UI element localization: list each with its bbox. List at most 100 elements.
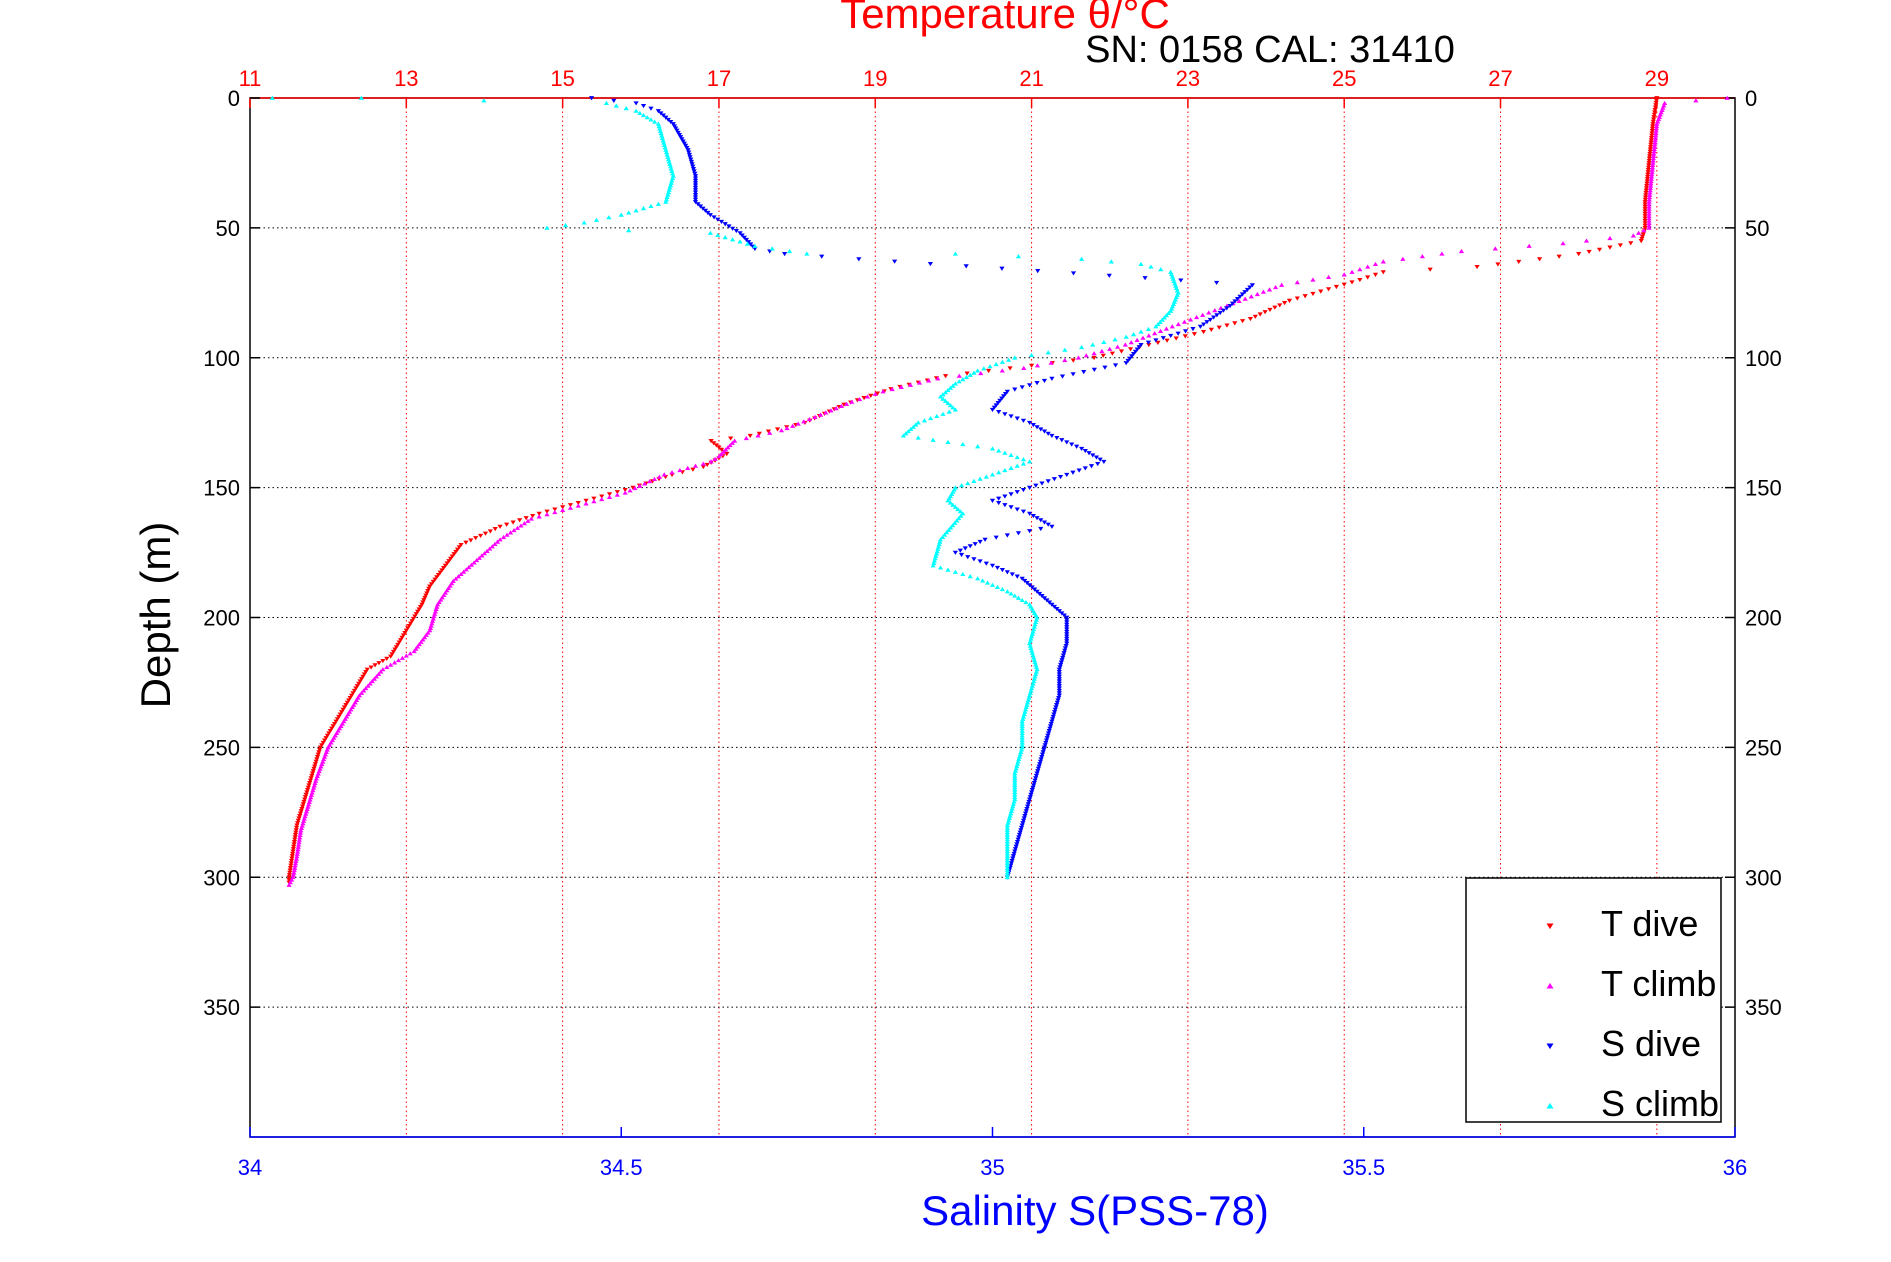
data-point	[960, 441, 966, 447]
data-point	[640, 112, 647, 118]
data-point	[1651, 115, 1657, 120]
data-point	[669, 470, 675, 475]
depth-tick-label: 200	[203, 606, 240, 631]
data-point	[674, 128, 680, 133]
data-point	[756, 431, 762, 436]
data-point	[1146, 333, 1152, 338]
x-axis-label: Salinity S(PSS-78)	[921, 1187, 1269, 1234]
data-point	[765, 429, 772, 434]
data-point	[685, 465, 691, 470]
data-point	[292, 865, 298, 870]
data-point	[421, 598, 427, 603]
data-point	[1148, 264, 1154, 269]
data-point	[410, 616, 417, 622]
data-point	[1014, 490, 1020, 495]
data-point	[1022, 811, 1029, 816]
data-point	[898, 384, 904, 390]
data-point	[692, 171, 698, 176]
data-point	[999, 266, 1005, 271]
data-point	[1247, 316, 1254, 322]
temperature-tick-label: 25	[1332, 66, 1356, 91]
data-point	[388, 662, 394, 667]
data-point	[1012, 796, 1018, 802]
data-point	[482, 531, 489, 536]
data-point	[371, 676, 377, 681]
data-point	[739, 233, 745, 238]
data-point	[544, 512, 550, 517]
data-point	[1038, 427, 1044, 432]
data-point	[743, 237, 750, 243]
data-point	[1029, 634, 1035, 639]
data-point	[431, 613, 437, 619]
data-point	[995, 401, 1001, 406]
data-point	[1017, 752, 1023, 757]
data-point	[975, 576, 981, 581]
data-point	[1647, 149, 1653, 154]
data-point	[1011, 851, 1017, 856]
temperature-tick-label: 13	[394, 66, 418, 91]
data-point	[1140, 335, 1146, 340]
data-point	[1012, 771, 1018, 776]
salinity-tick-label: 36	[1723, 1155, 1747, 1180]
data-point	[311, 783, 317, 788]
data-point	[1007, 366, 1013, 371]
data-point	[1041, 747, 1047, 753]
data-point	[441, 566, 447, 571]
data-point	[1029, 585, 1035, 590]
data-point	[1064, 627, 1070, 632]
data-point	[1005, 357, 1012, 362]
data-point	[784, 425, 790, 431]
data-point	[1014, 507, 1020, 512]
data-point	[1012, 785, 1018, 790]
data-point	[1653, 133, 1659, 138]
data-point	[1495, 262, 1501, 267]
data-point	[993, 535, 999, 540]
data-point	[743, 435, 749, 441]
data-point	[940, 411, 946, 416]
data-point	[1015, 837, 1021, 842]
data-point	[1653, 103, 1659, 108]
data-point	[593, 217, 600, 222]
data-point	[1607, 235, 1613, 241]
depth-tick-labels-right: 0 50 100 150 200 250 300 350	[1725, 86, 1782, 1020]
data-point	[1224, 323, 1230, 328]
series-t-dive	[286, 96, 1660, 885]
data-point	[458, 542, 464, 548]
data-point	[1075, 355, 1082, 360]
data-point	[982, 537, 988, 542]
data-point	[369, 678, 375, 684]
data-point	[344, 700, 350, 705]
data-point	[1201, 322, 1207, 327]
data-point	[303, 792, 309, 797]
data-point	[1004, 874, 1010, 880]
data-point	[1649, 172, 1655, 177]
data-point	[528, 516, 534, 521]
data-point	[1031, 657, 1037, 662]
data-point	[363, 686, 369, 691]
data-point	[1057, 474, 1064, 480]
data-point	[1064, 618, 1070, 623]
data-point	[702, 208, 708, 213]
data-point	[384, 664, 390, 669]
data-point	[989, 407, 996, 413]
data-point	[298, 809, 304, 814]
depth-tick-label: 50	[1745, 216, 1769, 241]
data-point	[481, 98, 487, 103]
data-point	[301, 816, 307, 821]
data-point	[1646, 211, 1652, 216]
data-point	[692, 200, 699, 205]
data-point	[1070, 358, 1076, 363]
data-point	[1029, 650, 1035, 655]
data-point	[1008, 811, 1014, 816]
data-point	[406, 623, 412, 629]
data-point	[293, 825, 300, 831]
data-point	[476, 555, 482, 560]
data-point	[1325, 287, 1332, 292]
data-point	[1168, 333, 1174, 339]
data-point	[1642, 221, 1648, 226]
data-point	[958, 483, 965, 488]
data-point	[1004, 853, 1010, 858]
data-point	[544, 225, 550, 230]
data-point	[1244, 287, 1251, 292]
